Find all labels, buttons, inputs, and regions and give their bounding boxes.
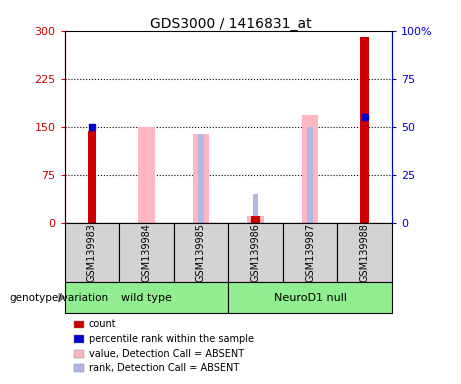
- Text: wild type: wild type: [121, 293, 172, 303]
- Text: GDS3000 / 1416831_at: GDS3000 / 1416831_at: [150, 17, 311, 31]
- Bar: [307, 127, 313, 223]
- Bar: [88, 131, 96, 223]
- FancyBboxPatch shape: [65, 282, 228, 313]
- Bar: [251, 216, 260, 223]
- Polygon shape: [59, 293, 65, 303]
- Text: NeuroD1 null: NeuroD1 null: [273, 293, 347, 303]
- Text: GSM139988: GSM139988: [360, 223, 370, 282]
- FancyBboxPatch shape: [283, 223, 337, 282]
- FancyBboxPatch shape: [65, 223, 119, 282]
- Text: percentile rank within the sample: percentile rank within the sample: [89, 334, 254, 344]
- Text: GSM139985: GSM139985: [196, 223, 206, 282]
- Bar: [193, 134, 209, 223]
- Text: count: count: [89, 319, 116, 329]
- Text: value, Detection Call = ABSENT: value, Detection Call = ABSENT: [89, 349, 243, 359]
- Text: GSM139986: GSM139986: [250, 223, 260, 282]
- FancyBboxPatch shape: [119, 223, 174, 282]
- Bar: [361, 37, 369, 223]
- Bar: [138, 127, 154, 223]
- Bar: [198, 134, 204, 223]
- Text: GSM139984: GSM139984: [142, 223, 151, 282]
- FancyBboxPatch shape: [228, 282, 392, 313]
- Bar: [253, 194, 258, 223]
- Text: GSM139983: GSM139983: [87, 223, 97, 282]
- Bar: [302, 115, 318, 223]
- FancyBboxPatch shape: [228, 223, 283, 282]
- Text: rank, Detection Call = ABSENT: rank, Detection Call = ABSENT: [89, 363, 239, 373]
- Bar: [247, 216, 264, 223]
- Text: GSM139987: GSM139987: [305, 223, 315, 282]
- FancyBboxPatch shape: [174, 223, 228, 282]
- FancyBboxPatch shape: [337, 223, 392, 282]
- Text: genotype/variation: genotype/variation: [9, 293, 108, 303]
